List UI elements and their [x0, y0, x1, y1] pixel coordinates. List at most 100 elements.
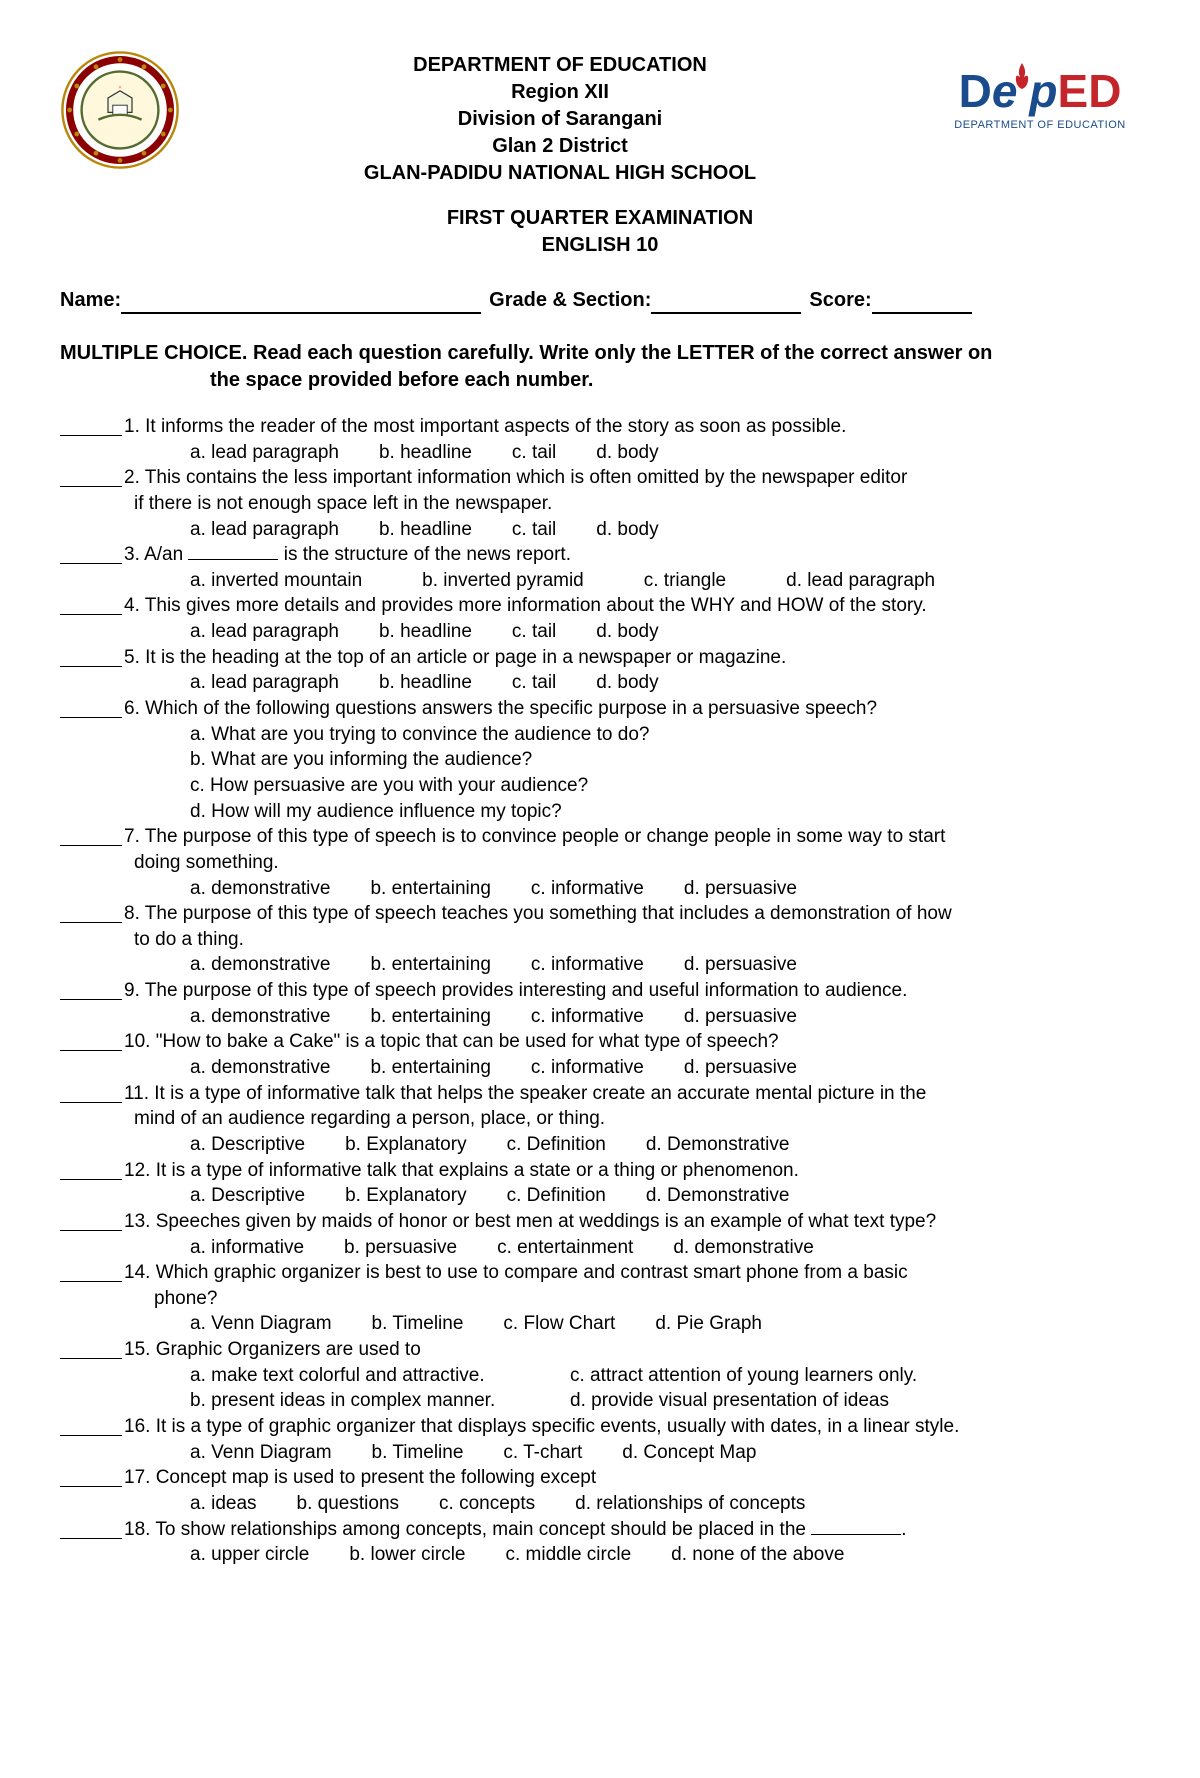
- answer-blank[interactable]: [60, 593, 122, 615]
- answer-blank[interactable]: [60, 645, 122, 667]
- header-dept: DEPARTMENT OF EDUCATION: [180, 52, 940, 79]
- question-text: 12. It is a type of informative talk tha…: [124, 1158, 1140, 1184]
- answer-blank[interactable]: [60, 465, 122, 487]
- question-item: 3. A/an is the structure of the news rep…: [60, 542, 1140, 593]
- question-text: 5. It is the heading at the top of an ar…: [124, 645, 1140, 671]
- score-label: Score:: [809, 287, 871, 314]
- deped-logo: D e p ED DEPARTMENT OF EDUCATION: [940, 50, 1140, 133]
- inline-blank[interactable]: [811, 1517, 901, 1535]
- header-region: Region XII: [180, 79, 940, 106]
- flame-icon: [1013, 42, 1031, 68]
- choice-option: a. make text colorful and attractive.: [190, 1363, 550, 1389]
- question-item: 14. Which graphic organizer is best to u…: [60, 1260, 1140, 1337]
- answer-blank[interactable]: [60, 1517, 122, 1539]
- question-text: 8. The purpose of this type of speech te…: [124, 901, 1140, 927]
- inline-blank[interactable]: [188, 542, 278, 560]
- choice-option: d. persuasive: [684, 1055, 797, 1081]
- question-text: 9. The purpose of this type of speech pr…: [124, 978, 1140, 1004]
- score-blank[interactable]: [872, 287, 972, 314]
- document-header: DEPARTMENT OF EDUCATION Region XII Divis…: [60, 50, 1140, 187]
- choices-row: a. demonstrativeb. entertainingc. inform…: [60, 876, 1140, 902]
- school-seal-icon: [60, 50, 180, 170]
- choice-option: c. tail: [512, 619, 556, 645]
- choice-option: d. lead paragraph: [786, 568, 935, 594]
- choices-row: a. demonstrativeb. entertainingc. inform…: [60, 952, 1140, 978]
- choice-option: a. What are you trying to convince the a…: [190, 722, 1140, 748]
- choice-option: a. informative: [190, 1235, 304, 1261]
- choice-option: b. Timeline: [372, 1440, 464, 1466]
- question-item: 4. This gives more details and provides …: [60, 593, 1140, 644]
- questions-list: 1. It informs the reader of the most imp…: [60, 414, 1140, 1568]
- name-blank[interactable]: [121, 287, 481, 314]
- choice-option: a. Descriptive: [190, 1183, 305, 1209]
- answer-blank[interactable]: [60, 1465, 122, 1487]
- choices-row: a. inverted mountainb. inverted pyramidc…: [60, 568, 1140, 594]
- answer-blank[interactable]: [60, 901, 122, 923]
- choice-option: d. persuasive: [684, 952, 797, 978]
- choices-row: a. demonstrativeb. entertainingc. inform…: [60, 1004, 1140, 1030]
- instructions: MULTIPLE CHOICE. Read each question care…: [60, 340, 1140, 394]
- answer-blank[interactable]: [60, 1029, 122, 1051]
- question-item: 7. The purpose of this type of speech is…: [60, 824, 1140, 901]
- question-text: 7. The purpose of this type of speech is…: [124, 824, 1140, 850]
- choice-option: b. questions: [297, 1491, 399, 1517]
- choice-option: d. body: [596, 440, 658, 466]
- deped-subtitle: DEPARTMENT OF EDUCATION: [940, 118, 1140, 133]
- question-item: 1. It informs the reader of the most imp…: [60, 414, 1140, 465]
- question-item: 11. It is a type of informative talk tha…: [60, 1081, 1140, 1158]
- choice-option: a. lead paragraph: [190, 619, 339, 645]
- choice-option: b. entertaining: [370, 952, 490, 978]
- question-text: 18. To show relationships among concepts…: [124, 1517, 1140, 1543]
- choices-row: a. lead paragraphb. headlinec. taild. bo…: [60, 619, 1140, 645]
- grade-blank[interactable]: [651, 287, 801, 314]
- question-item: 2. This contains the less important info…: [60, 465, 1140, 542]
- choices-row: a. demonstrativeb. entertainingc. inform…: [60, 1055, 1140, 1081]
- answer-blank[interactable]: [60, 414, 122, 436]
- question-text: 15. Graphic Organizers are used to: [124, 1337, 1140, 1363]
- choice-option: a. lead paragraph: [190, 517, 339, 543]
- choice-option: c. middle circle: [506, 1542, 632, 1568]
- answer-blank[interactable]: [60, 824, 122, 846]
- choice-option: b. What are you informing the audience?: [190, 747, 1140, 773]
- answer-blank[interactable]: [60, 1414, 122, 1436]
- choice-option: b. headline: [379, 670, 472, 696]
- choice-option: b. headline: [379, 440, 472, 466]
- choice-option: c. triangle: [644, 568, 726, 594]
- question-item: 16. It is a type of graphic organizer th…: [60, 1414, 1140, 1465]
- choices-row: a. lead paragraphb. headlinec. taild. bo…: [60, 670, 1140, 696]
- question-item: 17. Concept map is used to present the f…: [60, 1465, 1140, 1516]
- choices-row: a. lead paragraph b. headline c. tail d. bo…: [60, 440, 1140, 466]
- answer-blank[interactable]: [60, 1337, 122, 1359]
- answer-blank[interactable]: [60, 1209, 122, 1231]
- answer-blank[interactable]: [60, 978, 122, 1000]
- question-item: 15. Graphic Organizers are used toa. mak…: [60, 1337, 1140, 1414]
- choices-row: a. ideasb. questionsc. conceptsd. relati…: [60, 1491, 1140, 1517]
- deped-p: p: [1029, 60, 1057, 122]
- name-label: Name:: [60, 287, 121, 314]
- instructions-line1: MULTIPLE CHOICE. Read each question care…: [60, 342, 992, 364]
- answer-blank[interactable]: [60, 696, 122, 718]
- choice-option: c. concepts: [439, 1491, 535, 1517]
- question-text: 3. A/an is the structure of the news rep…: [124, 542, 1140, 568]
- question-text: 6. Which of the following questions answ…: [124, 696, 1140, 722]
- choice-option: c. tail: [512, 440, 556, 466]
- answer-blank[interactable]: [60, 542, 122, 564]
- choice-option: a. Venn Diagram: [190, 1311, 332, 1337]
- choice-option: d. body: [596, 619, 658, 645]
- answer-blank[interactable]: [60, 1081, 122, 1103]
- question-text: 4. This gives more details and provides …: [124, 593, 1140, 619]
- choice-option: d. provide visual presentation of ideas: [570, 1388, 1140, 1414]
- answer-blank[interactable]: [60, 1260, 122, 1282]
- choice-option: a. demonstrative: [190, 1004, 330, 1030]
- choice-option: d. none of the above: [671, 1542, 844, 1568]
- choice-option: a. lead paragraph: [190, 440, 339, 466]
- question-continuation: doing something.: [60, 850, 1140, 876]
- choices-row: a. Venn Diagramb. Timelinec. T-chartd. C…: [60, 1440, 1140, 1466]
- choices-row: a. Descriptiveb. Explanatoryc. Definitio…: [60, 1183, 1140, 1209]
- deped-d: D: [959, 60, 992, 122]
- choice-option: d. Concept Map: [622, 1440, 756, 1466]
- answer-blank[interactable]: [60, 1158, 122, 1180]
- question-item: 12. It is a type of informative talk tha…: [60, 1158, 1140, 1209]
- header-text-block: DEPARTMENT OF EDUCATION Region XII Divis…: [180, 50, 940, 187]
- question-text: 16. It is a type of graphic organizer th…: [124, 1414, 1140, 1440]
